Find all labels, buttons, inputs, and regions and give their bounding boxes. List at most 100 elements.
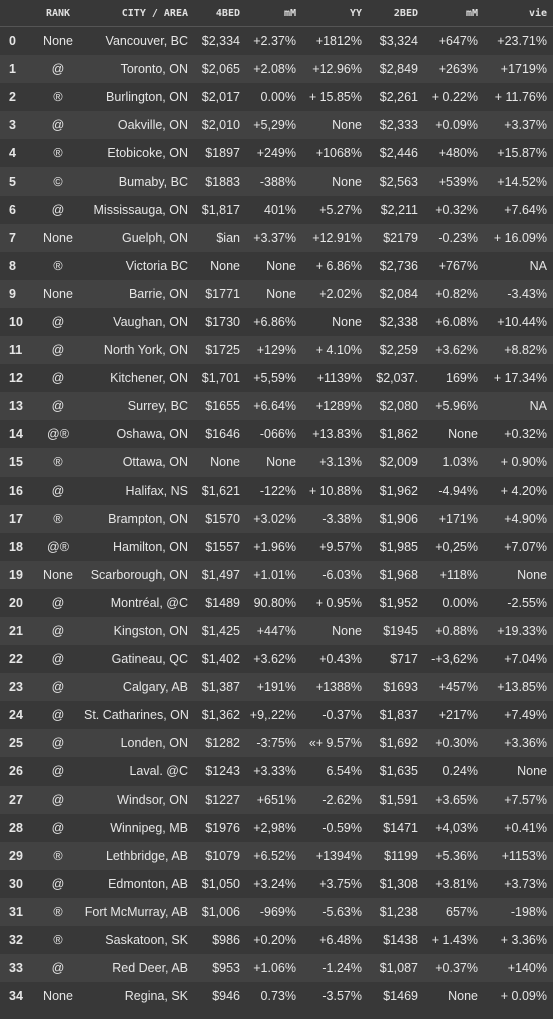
- rent-4bed-cell: $1,701: [194, 364, 246, 393]
- mm-2bed-cell: +0.82%: [424, 279, 484, 308]
- rent-2bed-cell: $2,446: [368, 139, 424, 168]
- mm-2bed-cell: 169%: [424, 364, 484, 393]
- rent-4bed-cell: $1,425: [194, 616, 246, 646]
- yy-4bed-cell: +3.13%: [302, 448, 368, 477]
- rent-4bed-cell: $ian: [194, 223, 246, 252]
- city-cell: Edmonton, AB: [84, 869, 194, 898]
- mm-4bed-cell: +6.86%: [246, 307, 302, 337]
- rank-cell: @: [32, 645, 84, 674]
- rank-cell: @: [32, 813, 84, 842]
- yy-4bed-cell: +1289%: [302, 392, 368, 421]
- yy-4bed-cell: +12.96%: [302, 55, 368, 84]
- table-row: 25 @ Londen, ON $1282 -3:75% «+ 9.57% $1,692 +0…: [0, 729, 553, 758]
- yy-4bed-cell: +1068%: [302, 139, 368, 168]
- mm-4bed-cell: +3.33%: [246, 757, 302, 786]
- city-cell: Winnipeg, MB: [84, 813, 194, 842]
- mm-4bed-cell: +2.08%: [246, 55, 302, 84]
- row-index: 23: [0, 673, 32, 702]
- mm-2bed-cell: +0.32%: [424, 195, 484, 224]
- yy-2bed-cell: -198%: [484, 897, 553, 926]
- row-index: 22: [0, 645, 32, 674]
- yy-2bed-cell: +14.52%: [484, 167, 553, 196]
- yy-2bed-cell: +3.37%: [484, 111, 553, 140]
- mm-4bed-cell: +3.02%: [246, 504, 302, 533]
- table-row: 24 @ St. Catharines, ON $1,362 +9,.22% -0.37%…: [0, 701, 553, 730]
- row-index: 27: [0, 785, 32, 814]
- table-row: 23 @ Calgary, AB $1,387 +191% +1388% $1693 +457…: [0, 673, 553, 702]
- mm-2bed-cell: +647%: [424, 26, 484, 56]
- row-index: 34: [0, 982, 32, 1011]
- city-cell: Vancouver, BC: [84, 26, 194, 56]
- rent-2bed-cell: $2,211: [368, 195, 424, 224]
- table-body: 0 None Vancouver, BC $2,334 +2.37% +1812% $3,3…: [0, 26, 553, 1011]
- table-row: 20 @ Montréal, @C $1489 90.80% + 0.95% $1,952 0…: [0, 588, 553, 617]
- yy-2bed-cell: +3.36%: [484, 729, 553, 758]
- yy-4bed-cell: -5.63%: [302, 897, 368, 926]
- rank-cell: @: [32, 111, 84, 140]
- mm-2bed-cell: +0,25%: [424, 532, 484, 561]
- rent-4bed-cell: $946: [194, 982, 246, 1011]
- yy-4bed-cell: + 6.86%: [302, 251, 368, 280]
- rank-cell: @: [32, 954, 84, 983]
- row-index: 24: [0, 701, 32, 730]
- city-cell: Etobicoke, ON: [84, 139, 194, 168]
- rent-4bed-cell: $2,010: [194, 111, 246, 140]
- yy-2bed-cell: + 4.20%: [484, 476, 553, 505]
- mm-2bed-cell: 0.00%: [424, 588, 484, 617]
- mm-2bed-cell: -0.23%: [424, 223, 484, 252]
- rent-2bed-cell: $1,238: [368, 897, 424, 926]
- rent-2bed-cell: $2,037.: [368, 364, 424, 393]
- mm-2bed-cell: +480%: [424, 139, 484, 168]
- rank-cell: @: [32, 55, 84, 84]
- rent-2bed-cell: $2,084: [368, 279, 424, 308]
- city-cell: Scarborough, ON: [84, 560, 194, 589]
- rent-4bed-cell: $2,017: [194, 83, 246, 112]
- city-cell: Red Deer, AB: [84, 954, 194, 983]
- mm-4bed-cell: +1.96%: [246, 532, 302, 561]
- rent-4bed-cell: $1897: [194, 139, 246, 168]
- mm-4bed-cell: 0.73%: [246, 982, 302, 1011]
- mm-4bed-cell: -122%: [246, 476, 302, 505]
- rent-2bed-cell: $2,259: [368, 336, 424, 365]
- rent-2bed-cell: $3,324: [368, 26, 424, 56]
- row-index: 18: [0, 532, 32, 561]
- mm-4bed-cell: -3:75%: [246, 729, 302, 758]
- yy-4bed-cell: +6.48%: [302, 926, 368, 955]
- rank-cell: @: [32, 476, 84, 505]
- row-index: 0: [0, 26, 32, 56]
- mm-4bed-cell: +3.62%: [246, 645, 302, 674]
- mm-2bed-cell: +263%: [424, 55, 484, 84]
- row-index: 30: [0, 869, 32, 898]
- yy-4bed-cell: -6.03%: [302, 560, 368, 589]
- row-index: 10: [0, 307, 32, 337]
- rank-cell: @®: [32, 420, 84, 449]
- city-cell: Saskatoon, SK: [84, 926, 194, 955]
- city-cell: Regina, SK: [84, 982, 194, 1011]
- header-4bed: 4BED: [194, 0, 246, 27]
- yy-2bed-cell: None: [484, 757, 553, 786]
- row-index: 3: [0, 111, 32, 140]
- table-row: 29 ® Lethbridge, AB $1079 +6.52% +1394% $1199 +…: [0, 841, 553, 870]
- rent-2bed-cell: $2,849: [368, 55, 424, 84]
- rank-cell: None: [32, 26, 84, 56]
- yy-2bed-cell: +140%: [484, 954, 553, 983]
- rank-cell: None: [32, 560, 84, 589]
- rent-2bed-cell: $1,837: [368, 701, 424, 730]
- yy-4bed-cell: +2.02%: [302, 279, 368, 308]
- rent-4bed-cell: None: [194, 251, 246, 280]
- table-row: 9 None Barrie, ON $1771 None +2.02% $2,084 +0.8…: [0, 279, 553, 308]
- city-cell: Burlington, ON: [84, 83, 194, 112]
- rent-2bed-cell: $1,692: [368, 729, 424, 758]
- rank-cell: @: [32, 757, 84, 786]
- city-cell: Calgary, AB: [84, 673, 194, 702]
- rank-cell: @: [32, 588, 84, 617]
- table-row: 3 @ Oakville, ON $2,010 +5,29% None $2,333 +0.0…: [0, 111, 553, 140]
- rank-cell: @: [32, 729, 84, 758]
- rent-2bed-cell: $2,080: [368, 392, 424, 421]
- rent-2bed-cell: $1945: [368, 616, 424, 646]
- yy-2bed-cell: + 17.34%: [484, 364, 553, 393]
- rent-2bed-cell: $1,862: [368, 420, 424, 449]
- mm-4bed-cell: +6.52%: [246, 841, 302, 870]
- rank-cell: ®: [32, 504, 84, 533]
